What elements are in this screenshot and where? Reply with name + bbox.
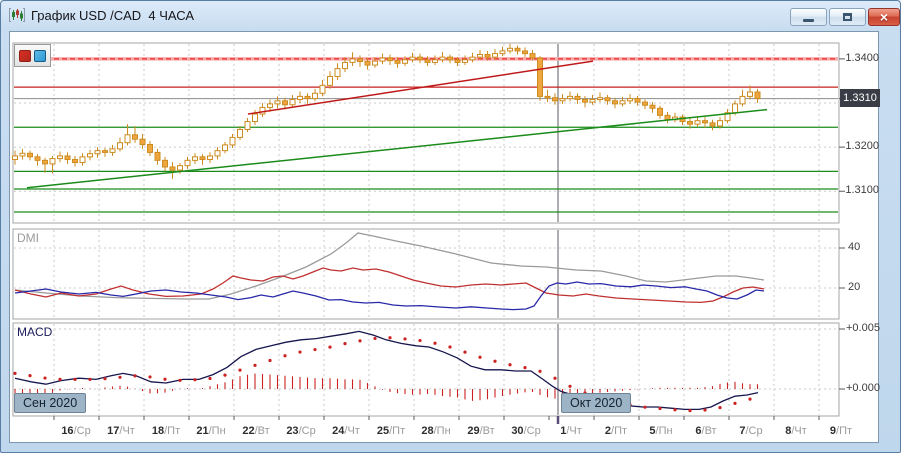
red-marker-button[interactable] [19, 49, 31, 62]
window-title: График USD /CAD 4 ЧАСА [31, 8, 195, 23]
time-axis-label: 30/Ср [511, 425, 541, 437]
time-axis-label: 18/Пт [151, 425, 181, 437]
time-axis-label: 25/Пт [376, 425, 406, 437]
price-axis-label: 1.3200 [845, 140, 879, 153]
time-axis-label: 22/Вт [242, 425, 270, 437]
dmi-panel-label: DMI [17, 231, 39, 245]
chart-toolbar [14, 44, 51, 67]
time-axis-label: 9/Пт [829, 425, 853, 437]
minimize-button[interactable] [790, 8, 827, 26]
close-button[interactable]: × [868, 8, 900, 26]
price-axis-label: 1.3100 [845, 184, 879, 197]
time-axis-label: 23/Ср [286, 425, 316, 437]
blue-marker-button[interactable] [34, 49, 46, 62]
time-axis-label: 1/Чт [560, 425, 582, 437]
dmi-axis-label: 20 [848, 281, 861, 293]
title-bar[interactable]: График USD /CAD 4 ЧАСА × [1, 1, 900, 31]
minimize-icon [803, 19, 814, 22]
time-axis-label: 8/Чт [785, 425, 807, 437]
time-axis-label: 28/Пн [421, 425, 451, 437]
time-axis-label: 7/Ср [739, 425, 763, 437]
macd-panel-label: MACD [17, 325, 53, 339]
dmi-axis-label: 40 [848, 241, 861, 253]
candlestick-chart-icon [8, 7, 26, 24]
current-price-badge: 1.3310 [840, 89, 880, 107]
restore-button[interactable] [829, 8, 866, 26]
time-axis-label: 17/Чт [107, 425, 135, 437]
time-axis-label: 5/Пн [649, 425, 673, 437]
time-axis-label: 29/Вт [467, 425, 495, 437]
chart-content-area [9, 31, 879, 443]
macd-axis-label: +0.000 [846, 382, 880, 394]
month-label-september: Сен 2020 [14, 393, 87, 413]
price-axis-label: 1.3400 [845, 51, 879, 64]
time-axis-label: 21/Пн [196, 425, 226, 437]
time-axis-label: 6/Вт [695, 425, 717, 437]
time-axis-label: 24/Чт [332, 425, 360, 437]
close-icon: × [879, 9, 889, 25]
time-axis-label: 16/Ср [61, 425, 91, 437]
time-axis-label: 2/Пт [604, 425, 628, 437]
month-label-october: Окт 2020 [561, 393, 632, 413]
restore-icon [843, 13, 852, 21]
macd-axis-label: +0.005 [846, 322, 880, 334]
